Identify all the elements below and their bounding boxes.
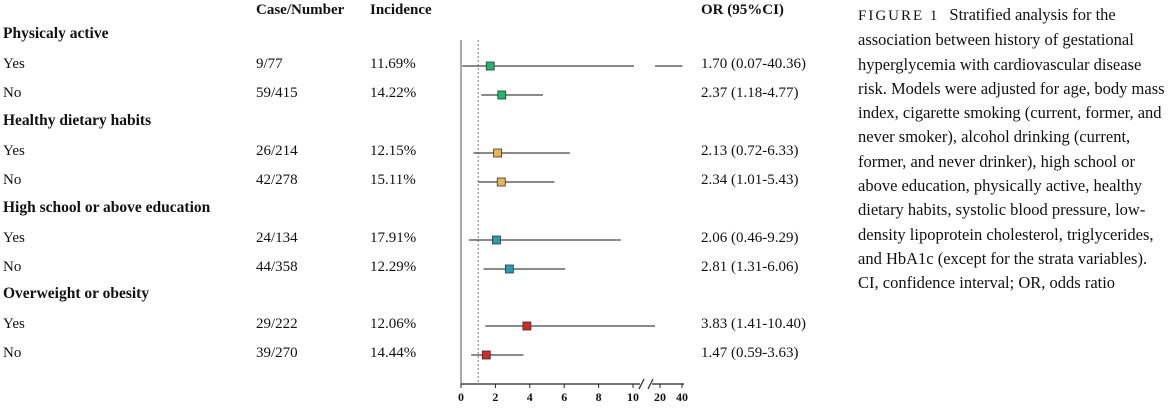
point-estimate (493, 148, 503, 158)
point-estimate (522, 321, 532, 331)
point-estimate (497, 90, 507, 100)
header-case-number: Case/Number (256, 2, 345, 18)
row-label: Yes (3, 316, 25, 332)
row-or-ci: 1.47 (0.59-3.63) (701, 345, 799, 361)
point-estimate (481, 350, 491, 360)
point-estimate (504, 264, 514, 274)
row-case-number: 26/214 (256, 143, 298, 159)
row-incidence: 14.44% (370, 345, 417, 361)
figure-caption: FIGURE 1 Stratified analysis for the asso… (858, 3, 1166, 296)
row-case-number: 42/278 (256, 172, 298, 188)
axis-break (647, 378, 654, 390)
header-or-ci: OR (95%CI) (701, 2, 784, 18)
row-case-number: 44/358 (256, 259, 298, 275)
x-tick-label: 4 (527, 390, 533, 404)
group-label: Physicaly active (3, 25, 109, 42)
x-tick-label: 20 (654, 390, 666, 404)
row-or-ci: 3.83 (1.41-10.40) (701, 316, 806, 332)
point-estimate (496, 177, 506, 187)
row-case-number: 24/134 (256, 230, 298, 246)
row-case-number: 39/270 (256, 345, 298, 361)
row-or-ci: 2.13 (0.72-6.33) (701, 143, 799, 159)
row-label: Yes (3, 56, 25, 72)
x-tick-label: 0 (458, 390, 464, 404)
row-or-ci: 2.34 (1.01-5.43) (701, 172, 799, 188)
row-case-number: 9/77 (256, 56, 283, 72)
x-tick-label: 40 (676, 390, 688, 404)
figure-label: FIGURE 1 (858, 8, 940, 24)
forest-plot: 0 2 4 6 8 10 20 40 (458, 40, 688, 404)
group-label: Overweight or obesity (3, 285, 150, 302)
row-case-number: 29/222 (256, 316, 298, 332)
point-estimate (485, 61, 495, 71)
row-incidence: 17.91% (370, 230, 417, 246)
point-estimate (492, 235, 501, 245)
row-incidence: 14.22% (370, 85, 417, 101)
axis-break (638, 378, 645, 390)
caption-text: Stratified analysis for the association … (858, 5, 1165, 293)
row-label: Yes (3, 143, 25, 159)
x-tick-label: 6 (561, 390, 567, 404)
x-tick-label: 8 (596, 390, 602, 404)
row-incidence: 12.15% (370, 143, 417, 159)
row-incidence: 12.06% (370, 316, 417, 332)
row-or-ci: 1.70 (0.07-40.36) (701, 56, 806, 72)
group-label: High school or above education (3, 199, 211, 216)
row-or-ci: 2.06 (0.46-9.29) (701, 230, 799, 246)
row-label: Yes (3, 230, 25, 246)
x-tick-label: 10 (627, 390, 639, 404)
x-tick-label: 2 (492, 390, 498, 404)
row-incidence: 11.69% (370, 56, 416, 72)
row-case-number: 59/415 (256, 85, 298, 101)
row-or-ci: 2.81 (1.31-6.06) (701, 259, 799, 275)
row-incidence: 12.29% (370, 259, 417, 275)
row-incidence: 15.11% (370, 172, 416, 188)
row-label: No (3, 259, 22, 275)
row-label: No (3, 85, 22, 101)
row-label: No (3, 172, 22, 188)
header-incidence: Incidence (370, 2, 432, 18)
row-label: No (3, 345, 22, 361)
group-label: Healthy dietary habits (3, 112, 152, 129)
row-or-ci: 2.37 (1.18-4.77) (701, 85, 799, 101)
